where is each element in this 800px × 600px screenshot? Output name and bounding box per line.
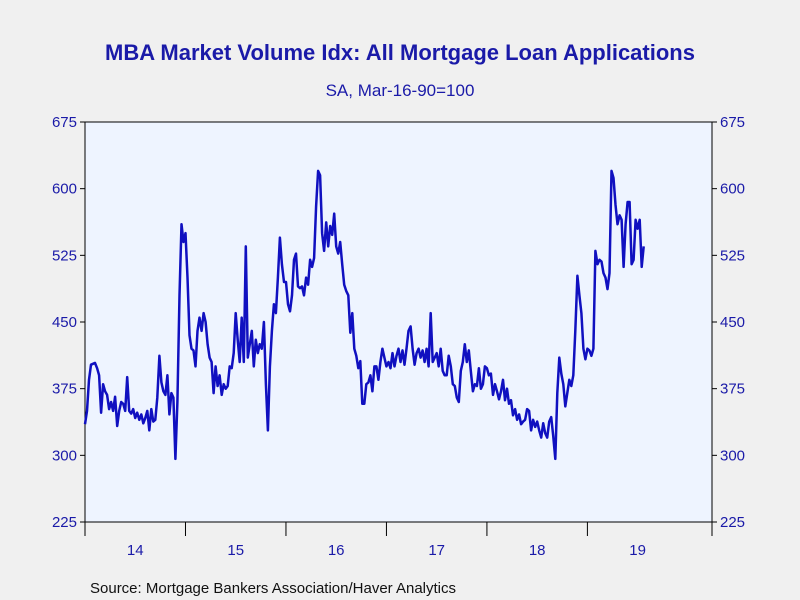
left-y-tick-label: 600: [52, 181, 77, 198]
right-y-tick-label: 300: [720, 447, 745, 464]
left-y-axis: 675 600 525 450 375 300 225: [52, 114, 85, 531]
left-y-tick-label: 675: [52, 114, 77, 131]
right-y-tick-label: 600: [720, 181, 745, 198]
left-y-tick-label: 225: [52, 514, 77, 531]
source-note: Source: Mortgage Bankers Association/Hav…: [90, 580, 456, 597]
right-y-tick-label: 375: [720, 381, 745, 398]
left-y-tick-label: 375: [52, 381, 77, 398]
left-y-tick-label: 300: [52, 447, 77, 464]
chart-title: MBA Market Volume Idx: All Mortgage Loan…: [105, 40, 695, 65]
x-tick-label: 14: [127, 542, 144, 559]
left-y-tick-label: 525: [52, 247, 77, 264]
series-line: [83, 169, 645, 461]
x-tick-label: 19: [629, 542, 646, 559]
right-y-tick-label: 225: [720, 514, 745, 531]
chart-subtitle: SA, Mar-16-90=100: [326, 81, 475, 100]
x-axis: 14 15 16 17 18 19: [84, 522, 713, 559]
x-tick-label: 17: [428, 542, 445, 559]
x-tick-label: 18: [529, 542, 546, 559]
right-y-tick-label: 675: [720, 114, 745, 131]
right-y-tick-label: 525: [720, 247, 745, 264]
left-y-tick-label: 450: [52, 314, 77, 331]
x-tick-label: 16: [328, 542, 345, 559]
right-y-tick-label: 450: [720, 314, 745, 331]
x-tick-label: 15: [227, 542, 244, 559]
right-y-axis: 675 600 525 450 375 300 225: [712, 114, 745, 531]
